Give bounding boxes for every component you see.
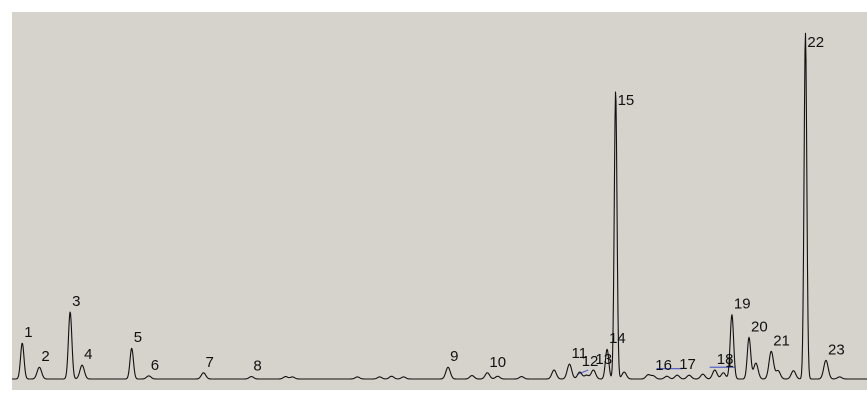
peak-label: 7 <box>206 354 214 371</box>
peak-label: 23 <box>828 341 845 358</box>
peak-label: 2 <box>41 348 49 365</box>
peak-label: 3 <box>72 293 80 310</box>
baseline-markers <box>577 366 736 375</box>
peak-label: 12 <box>582 353 599 370</box>
peak-label: 1 <box>725 354 733 371</box>
baseline-marker <box>577 369 589 375</box>
peak-label: 16 <box>655 357 672 374</box>
peak-label: 13 <box>595 351 612 368</box>
peak-label: 11 <box>572 345 588 362</box>
peak-label: 22 <box>807 34 824 51</box>
peak-label: 10 <box>489 354 506 371</box>
peak-label: 17 <box>679 356 696 373</box>
peak-label: 9 <box>450 348 458 365</box>
peak-label: 20 <box>751 319 768 336</box>
signal-trace <box>11 32 867 380</box>
peak-label: 1 <box>24 324 32 341</box>
peak-label: 19 <box>734 296 751 313</box>
peak-label: 21 <box>773 332 790 349</box>
peak-label: 18 <box>717 351 734 368</box>
peak-label: 5 <box>134 329 142 346</box>
plot-area <box>12 12 867 390</box>
peak-label: 4 <box>84 346 92 363</box>
peak-label: 14 <box>609 330 626 347</box>
peak-label: 8 <box>253 358 261 375</box>
peak-label: 15 <box>618 92 635 109</box>
peak-label: 6 <box>151 357 159 374</box>
